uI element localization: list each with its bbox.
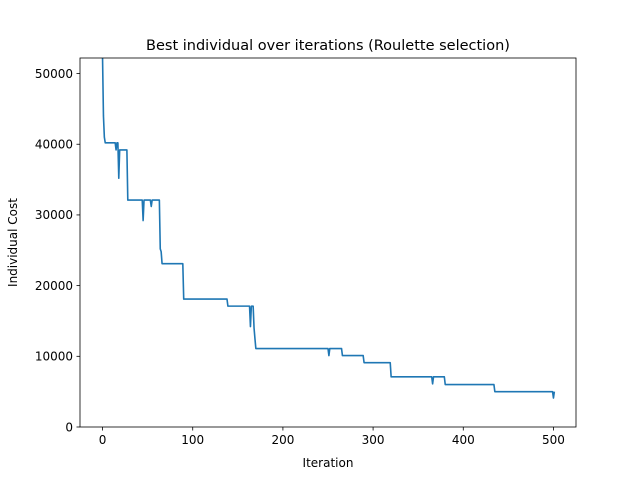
x-tick-label: 200 — [271, 433, 294, 447]
y-tick-label: 40000 — [35, 138, 73, 152]
series-line-1 — [101, 57, 556, 399]
y-tick-label: 20000 — [35, 279, 73, 293]
y-axis-label: Individual Cost — [6, 198, 20, 287]
y-tick-label: 50000 — [35, 67, 73, 81]
x-tick-label: 500 — [542, 433, 565, 447]
plot-area-frame — [79, 57, 577, 428]
chart-title: Best individual over iterations (Roulett… — [146, 38, 510, 54]
y-tick-label: 30000 — [35, 208, 73, 222]
x-tick-label: 300 — [362, 433, 385, 447]
x-axis-label: Iteration — [303, 456, 354, 470]
x-tick-label: 0 — [99, 433, 107, 447]
x-tick-label: 100 — [181, 433, 204, 447]
x-tick-label: 400 — [452, 433, 475, 447]
y-tick-label: 0 — [65, 420, 73, 434]
y-tick-label: 10000 — [35, 350, 73, 364]
